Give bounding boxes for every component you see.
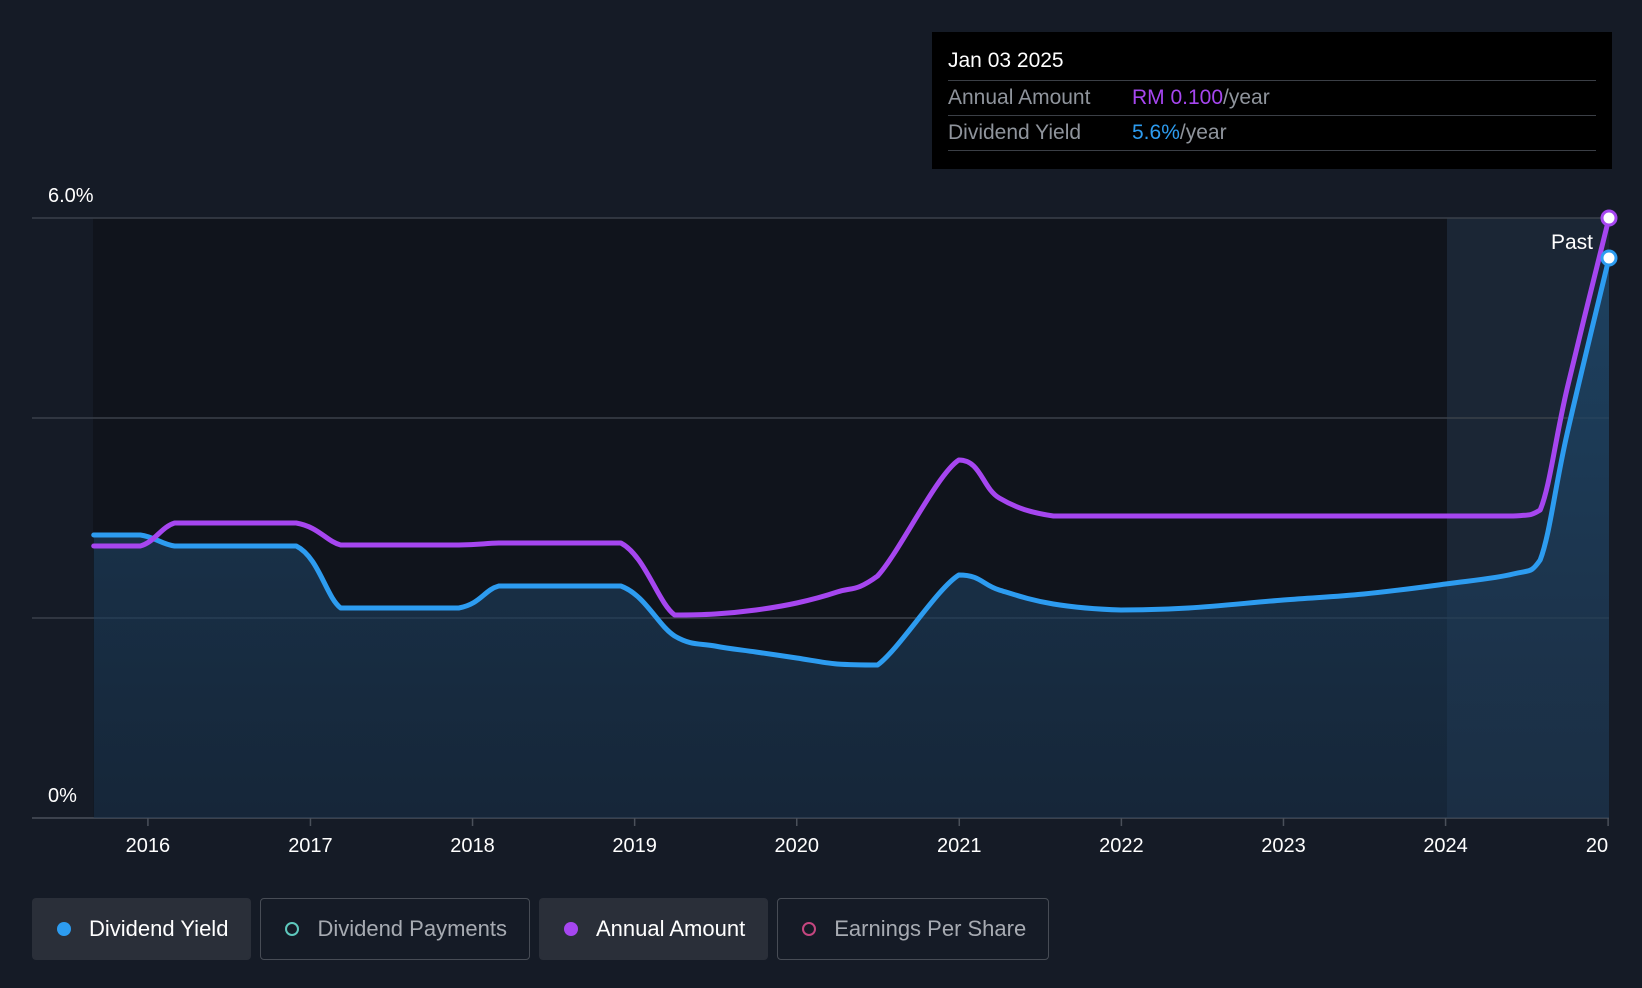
tooltip-dividend-yield-value: 5.6% <box>1132 121 1180 144</box>
tooltip-dividend-yield-label: Dividend Yield <box>948 121 1082 144</box>
past-label: Past <box>1551 231 1593 254</box>
tooltip-annual-amount-value: RM 0.100 <box>1132 86 1224 109</box>
legend-earnings-per-share-label: Earnings Per Share <box>834 916 1027 941</box>
tooltip-annual-amount-unit: /year <box>1223 86 1270 109</box>
dividend-yield-area <box>93 258 1609 818</box>
tooltip-date: Jan 03 2025 <box>948 46 1596 81</box>
legend-annual-amount-label: Annual Amount <box>595 916 746 941</box>
x-tick-label: 2017 <box>288 835 333 857</box>
annual-amount-end-marker <box>1600 209 1618 227</box>
tooltip-dividend-yield-unit: /year <box>1179 121 1227 144</box>
tooltip-row-annual-amount: Annual Amount RM 0.100 /year <box>948 81 1596 116</box>
x-tick-label: 2020 <box>774 835 819 857</box>
y-tick-label-max: 6.0% <box>48 185 94 207</box>
dividend-yield-end-marker <box>1600 249 1618 267</box>
legend-earnings-per-share-button[interactable]: Earnings Per Share <box>777 898 1050 960</box>
x-tick-label: 2016 <box>126 835 171 857</box>
tooltip-row-dividend-yield: Dividend Yield 5.6% /year <box>948 116 1596 151</box>
x-tick-label: 2022 <box>1099 835 1144 857</box>
tooltip-annual-amount-label: Annual Amount <box>948 86 1091 109</box>
y-tick-label-min: 0% <box>48 785 77 807</box>
chart-legend: Dividend Yield Dividend Payments Annual … <box>32 898 1050 960</box>
legend-dividend-payments-button[interactable]: Dividend Payments <box>260 898 530 960</box>
legend-dividend-yield-button[interactable]: Dividend Yield <box>32 898 252 960</box>
x-tick-label: 20 <box>1586 835 1608 857</box>
annual-amount-line <box>91 215 1612 618</box>
legend-dividend-payments-label: Dividend Payments <box>317 916 507 941</box>
x-tick-label: 2021 <box>937 835 982 857</box>
x-tick-label: 2019 <box>612 835 657 857</box>
tooltip-panel: Jan 03 2025 Annual Amount RM 0.100 /year… <box>932 32 1612 169</box>
hollow-dot-icon <box>802 922 817 936</box>
dividend-yield-line <box>91 255 1612 668</box>
legend-dividend-yield-label: Dividend Yield <box>89 916 229 941</box>
x-tick-label: 2023 <box>1261 835 1306 857</box>
x-tick-label: 2018 <box>450 835 495 857</box>
filled-dot-icon <box>57 922 71 936</box>
filled-dot-icon <box>563 922 578 936</box>
legend-annual-amount-button[interactable]: Annual Amount <box>538 898 769 960</box>
hollow-dot-icon <box>285 922 300 936</box>
x-tick-label: 2024 <box>1423 835 1468 857</box>
